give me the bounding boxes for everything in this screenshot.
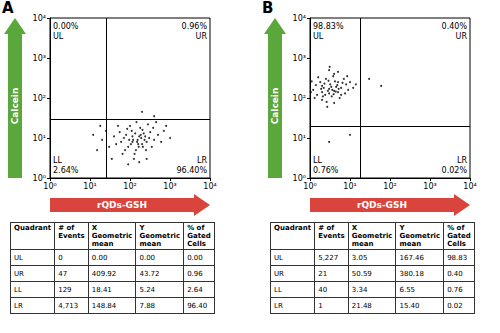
svg-text:Calcein: Calcein — [10, 88, 20, 125]
svg-text:rQDs-GSH: rQDs-GSH — [357, 200, 407, 210]
svg-text:rQDs-GSH: rQDs-GSH — [97, 200, 147, 210]
svg-text:10³: 10³ — [293, 54, 306, 63]
html-text:3.05: 3.05 — [351, 253, 368, 262]
html-text:21.48: 21.48 — [351, 301, 372, 310]
html-text:18.41: 18.41 — [91, 285, 112, 294]
html-text:409.92: 409.92 — [91, 269, 117, 278]
svg-text:0.40%: 0.40% — [442, 22, 468, 31]
svg-text:UL: UL — [313, 32, 324, 41]
html-text:40: 40 — [318, 285, 328, 294]
svg-text:10⁰: 10⁰ — [32, 173, 46, 183]
svg-text:10¹: 10¹ — [343, 182, 356, 191]
svg-text:96.40%: 96.40% — [176, 166, 207, 175]
html-text:0.76: 0.76 — [447, 285, 463, 294]
html-text:2.64: 2.64 — [187, 285, 203, 294]
svg-text:LR: LR — [197, 156, 207, 165]
svg-text:0.02%: 0.02% — [442, 166, 468, 175]
html-text:LR: LR — [274, 301, 283, 310]
svg-text:10²: 10² — [123, 182, 136, 191]
html-text:380.18: 380.18 — [399, 269, 424, 278]
html-text:Y Geometric mean: Y Geometric mean — [399, 224, 441, 249]
html-text:47: 47 — [58, 269, 68, 278]
html-text:0.00: 0.00 — [91, 253, 108, 262]
svg-text:10⁴: 10⁴ — [203, 182, 216, 191]
html-text:UL: UL — [14, 253, 23, 262]
svg-text:10¹: 10¹ — [83, 182, 96, 191]
svg-text:0.00%: 0.00% — [53, 22, 79, 31]
html-text:5.24: 5.24 — [139, 285, 156, 294]
html-text:Quadrant: Quadrant — [274, 224, 312, 232]
svg-text:A: A — [2, 0, 14, 17]
svg-text:10²: 10² — [293, 94, 306, 103]
svg-text:10³: 10³ — [33, 54, 46, 63]
svg-text:10⁰: 10⁰ — [43, 182, 56, 191]
html-text:UL: UL — [274, 253, 283, 262]
html-text:% of Gated Cells: % of Gated Cells — [447, 224, 471, 249]
svg-text:0.76%: 0.76% — [313, 166, 339, 175]
html-text:# of Events: # of Events — [58, 224, 85, 240]
svg-text:B: B — [262, 0, 273, 17]
html-text:X Geometric mean: X Geometric mean — [91, 224, 133, 249]
html-text:LL: LL — [14, 285, 22, 294]
svg-text:10⁴: 10⁴ — [463, 182, 476, 191]
html-text:50.59: 50.59 — [351, 269, 372, 278]
svg-text:LL: LL — [313, 156, 322, 165]
html-text:21: 21 — [318, 269, 328, 278]
svg-text:LL: LL — [53, 156, 62, 165]
html-text:96.40: 96.40 — [187, 301, 208, 310]
html-text:Quadrant: Quadrant — [14, 224, 52, 232]
html-text:X Geometric mean: X Geometric mean — [351, 224, 393, 249]
svg-text:UR: UR — [456, 32, 468, 41]
html-text:15.40: 15.40 — [399, 301, 420, 310]
svg-text:98.83%: 98.83% — [313, 22, 344, 31]
svg-text:10³: 10³ — [423, 182, 436, 191]
html-text:43.72: 43.72 — [139, 269, 160, 278]
svg-text:10⁴: 10⁴ — [33, 14, 46, 23]
html-text:% of Gated Cells: % of Gated Cells — [187, 224, 211, 249]
html-text:3.34: 3.34 — [351, 285, 368, 294]
svg-text:UL: UL — [53, 32, 64, 41]
html-text:# of Events: # of Events — [318, 224, 345, 240]
svg-text:10¹: 10¹ — [33, 134, 46, 143]
html-text:148.84: 148.84 — [91, 301, 117, 310]
svg-text:10⁰: 10⁰ — [303, 182, 316, 191]
svg-text:10¹: 10¹ — [293, 134, 306, 143]
html-text:129: 129 — [58, 285, 72, 294]
html-text:0.00: 0.00 — [187, 253, 203, 262]
html-text:6.55: 6.55 — [399, 285, 416, 294]
html-text:98.83: 98.83 — [447, 253, 468, 262]
html-text:4,713: 4,713 — [58, 301, 79, 310]
html-text:167.46: 167.46 — [399, 253, 424, 262]
html-text:7.88: 7.88 — [139, 301, 156, 310]
html-text:0.02: 0.02 — [447, 301, 463, 310]
html-text:Y Geometric mean: Y Geometric mean — [139, 224, 181, 249]
svg-text:10⁴: 10⁴ — [293, 14, 306, 23]
html-text:0: 0 — [58, 253, 63, 262]
html-text:LL: LL — [274, 285, 282, 294]
svg-text:UR: UR — [196, 32, 208, 41]
html-text:UR: UR — [14, 269, 24, 278]
html-text:0.96: 0.96 — [187, 269, 203, 278]
html-text:0.40: 0.40 — [447, 269, 463, 278]
svg-text:10²: 10² — [33, 94, 46, 103]
svg-text:10³: 10³ — [163, 182, 176, 191]
svg-text:0.96%: 0.96% — [182, 22, 208, 31]
html-text:LR: LR — [14, 301, 23, 310]
html-text:5,227: 5,227 — [318, 253, 339, 262]
svg-text:10⁰: 10⁰ — [292, 173, 306, 183]
svg-text:10²: 10² — [383, 182, 396, 191]
html-text:UR: UR — [274, 269, 284, 278]
svg-text:Calcein: Calcein — [270, 88, 280, 125]
svg-text:2.64%: 2.64% — [53, 166, 79, 175]
html-text:0.00: 0.00 — [139, 253, 156, 262]
svg-text:LR: LR — [457, 156, 467, 165]
html-text:1: 1 — [318, 301, 323, 310]
